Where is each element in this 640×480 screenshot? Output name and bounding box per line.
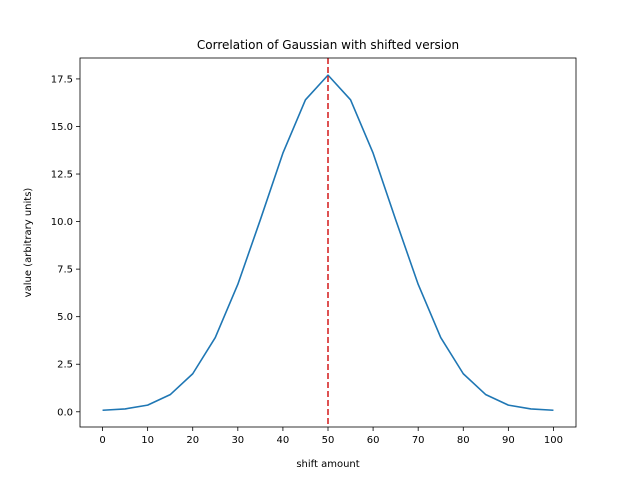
x-tick-label: 100 bbox=[544, 435, 563, 446]
x-tick-label: 0 bbox=[99, 435, 105, 446]
y-tick-label: 15.0 bbox=[51, 122, 73, 133]
x-tick-label: 10 bbox=[141, 435, 154, 446]
chart-title: Correlation of Gaussian with shifted ver… bbox=[197, 38, 459, 52]
x-tick-label: 40 bbox=[277, 435, 290, 446]
plot-area bbox=[102, 58, 554, 427]
axes-frame bbox=[79, 57, 577, 428]
x-tick-label: 90 bbox=[502, 435, 515, 446]
x-axis-label: shift amount bbox=[296, 459, 359, 470]
x-tick-label: 60 bbox=[367, 435, 380, 446]
y-tick-label: 12.5 bbox=[51, 170, 73, 181]
x-tick-label: 30 bbox=[231, 435, 244, 446]
y-axis-label: value (arbitrary units) bbox=[23, 188, 34, 298]
y-tick-label: 17.5 bbox=[51, 74, 73, 85]
y-tick-label: 2.5 bbox=[57, 360, 73, 371]
series-line-0 bbox=[102, 74, 554, 412]
x-tick-label: 50 bbox=[322, 435, 335, 446]
y-tick-label: 0.0 bbox=[57, 407, 73, 418]
x-tick-label: 70 bbox=[412, 435, 425, 446]
x-tick-label: 80 bbox=[457, 435, 470, 446]
y-tick-label: 7.5 bbox=[57, 265, 73, 276]
y-axis: 0.0 2.5 5.0 7.5 10.0 12.5 15.0 17.5 bbox=[51, 74, 80, 418]
y-tick-label: 10.0 bbox=[51, 217, 73, 228]
x-tick-label: 20 bbox=[186, 435, 199, 446]
x-axis: 0 10 20 30 40 50 60 70 80 90 100 bbox=[99, 427, 563, 446]
y-tick-label: 5.0 bbox=[57, 312, 73, 323]
